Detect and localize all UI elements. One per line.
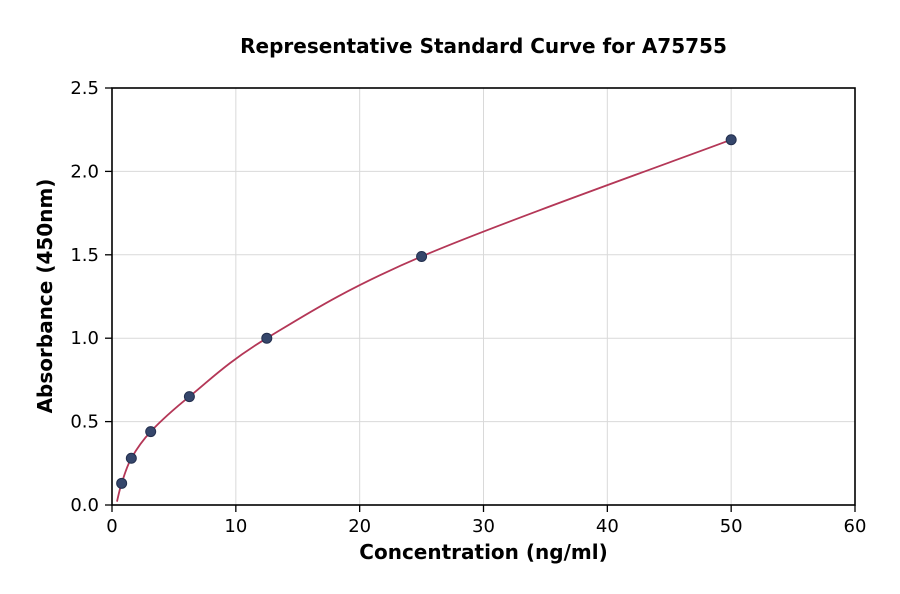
y-tick-label: 2.5: [70, 78, 99, 99]
data-point-marker: [183, 391, 195, 403]
data-point-marker: [725, 134, 737, 146]
x-tick-label: 0: [106, 516, 117, 537]
x-axis-label: Concentration (ng/ml): [359, 540, 608, 564]
data-point-marker: [125, 452, 137, 464]
y-tick-label: 1.5: [70, 245, 99, 266]
data-point-marker: [116, 477, 128, 489]
x-tick-label: 30: [472, 516, 495, 537]
y-tick-label: 1.0: [70, 328, 99, 349]
y-tick-label: 2.0: [70, 161, 99, 182]
x-tick-label: 20: [348, 516, 371, 537]
y-tick-label: 0.0: [70, 495, 99, 516]
data-point-marker: [416, 250, 428, 262]
chart-title: Representative Standard Curve for A75755: [240, 34, 727, 58]
data-point-marker: [145, 426, 157, 438]
y-tick-label: 0.5: [70, 412, 99, 433]
y-axis-label: Absorbance (450nm): [33, 178, 57, 414]
x-tick-label: 50: [720, 516, 743, 537]
fit-curve: [116, 138, 732, 502]
data-point-marker: [261, 332, 273, 344]
x-tick-label: 60: [844, 516, 867, 537]
x-tick-label: 40: [596, 516, 619, 537]
x-tick-label: 10: [224, 516, 247, 537]
